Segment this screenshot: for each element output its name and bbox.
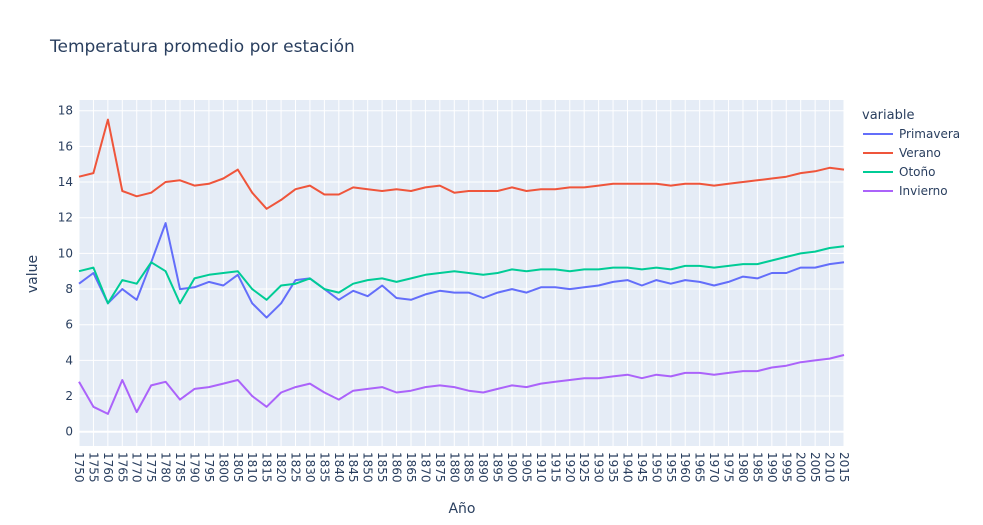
x-tick-label: 1950 [649, 452, 663, 483]
series-line-verano[interactable] [78, 118, 845, 210]
x-tick-label: 1880 [447, 452, 461, 483]
x-tick-label: 1920 [563, 452, 577, 483]
legend-label: Otoño [899, 165, 935, 179]
y-tick-label: 6 [65, 318, 73, 332]
y-tick-label: 0 [65, 425, 73, 439]
legend-item[interactable]: Otoño [863, 165, 935, 179]
legend-title: variable [862, 108, 914, 123]
y-tick-label: 4 [65, 353, 73, 367]
x-tick-label: 2010 [823, 452, 837, 483]
y-tick-label: 10 [58, 246, 73, 260]
y-tick-label: 18 [58, 104, 73, 118]
x-gridlines [78, 100, 845, 446]
x-tick-label: 1845 [346, 452, 360, 483]
x-tick-label: 1945 [635, 452, 649, 483]
y-tick-label: 14 [58, 175, 73, 189]
series-line-oto-o[interactable] [78, 245, 845, 305]
x-tick-label: 1955 [664, 452, 678, 483]
x-tick-label: 1820 [274, 452, 288, 483]
x-tick-label: 1940 [620, 452, 634, 483]
x-tick-label: 1905 [519, 452, 533, 483]
x-tick-label: 1840 [332, 452, 346, 483]
legend-label: Primavera [899, 127, 960, 141]
x-tick-label: 1775 [144, 452, 158, 483]
x-tick-label: 1750 [72, 452, 86, 483]
x-tick-label: 1890 [476, 452, 490, 483]
legend-item[interactable]: Invierno [863, 184, 948, 198]
x-tick-label: 1850 [361, 452, 375, 483]
legend-item[interactable]: Verano [863, 146, 941, 160]
legend-label: Invierno [899, 184, 948, 198]
x-tick-label: 1965 [693, 452, 707, 483]
x-tick-label: 1900 [505, 452, 519, 483]
x-tick-label: 1825 [289, 452, 303, 483]
x-tick-label: 1875 [433, 452, 447, 483]
x-tick-label: 1805 [231, 452, 245, 483]
legend-label: Verano [899, 146, 941, 160]
x-tick-label: 1770 [130, 452, 144, 483]
x-tick-label: 1975 [722, 452, 736, 483]
x-tick-label: 1870 [418, 452, 432, 483]
x-tick-label: 1865 [404, 452, 418, 483]
x-tick-label: 1990 [765, 452, 779, 483]
x-tick-label: 1785 [173, 452, 187, 483]
y-gridlines [79, 110, 844, 433]
legend[interactable]: variable Primavera Verano Otoño Invierno [862, 108, 960, 198]
x-axis-title: Año [448, 501, 475, 517]
x-tick-label: 1930 [592, 452, 606, 483]
x-tick-label: 1910 [534, 452, 548, 483]
series-lines [78, 118, 845, 415]
series-line-primavera[interactable] [78, 222, 845, 319]
x-tick-label: 2005 [808, 452, 822, 483]
x-axis-ticks: 1750 1755 1760 1765 1770 1775 1780 1785 1790 1795… [72, 452, 851, 483]
series-line-invierno[interactable] [78, 354, 845, 415]
x-tick-label: 1895 [491, 452, 505, 483]
y-tick-label: 12 [58, 211, 73, 225]
x-tick-label: 1760 [101, 452, 115, 483]
y-axis-title: value [25, 255, 41, 293]
x-tick-label: 1810 [245, 452, 259, 483]
x-tick-label: 1815 [260, 452, 274, 483]
x-tick-label: 1755 [86, 452, 100, 483]
x-tick-label: 2015 [837, 452, 851, 483]
x-tick-label: 1835 [317, 452, 331, 483]
x-tick-label: 1925 [577, 452, 591, 483]
x-tick-label: 1960 [678, 452, 692, 483]
legend-items[interactable]: Primavera Verano Otoño Invierno [863, 127, 960, 198]
x-tick-label: 2000 [794, 452, 808, 483]
x-tick-label: 1970 [707, 452, 721, 483]
plot-area [78, 100, 845, 446]
x-tick-label: 1860 [390, 452, 404, 483]
x-tick-label: 1995 [779, 452, 793, 483]
x-tick-label: 1855 [375, 452, 389, 483]
y-tick-label: 16 [58, 139, 73, 153]
x-tick-label: 1885 [462, 452, 476, 483]
x-tick-label: 1765 [115, 452, 129, 483]
x-tick-label: 1830 [303, 452, 317, 483]
x-tick-label: 1780 [159, 452, 173, 483]
x-tick-label: 1800 [216, 452, 230, 483]
chart-title: Temperatura promedio por estación [49, 37, 355, 57]
x-tick-label: 1790 [187, 452, 201, 483]
x-tick-label: 1980 [736, 452, 750, 483]
legend-item[interactable]: Primavera [863, 127, 960, 141]
y-axis-ticks: 0 2 4 6 8 10 12 14 16 18 [58, 104, 73, 439]
y-tick-label: 2 [65, 389, 73, 403]
x-tick-label: 1915 [548, 452, 562, 483]
x-tick-label: 1985 [750, 452, 764, 483]
x-tick-label: 1795 [202, 452, 216, 483]
x-tick-label: 1935 [606, 452, 620, 483]
y-tick-label: 8 [65, 282, 73, 296]
